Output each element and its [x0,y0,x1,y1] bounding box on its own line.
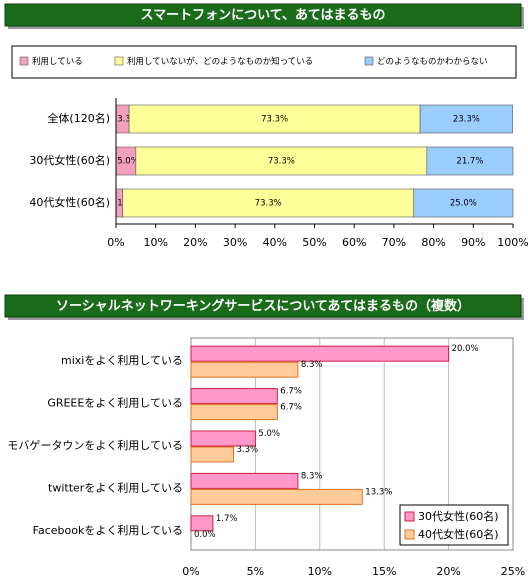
value-label: 73.3% [268,157,295,167]
x-tick-label: 90% [461,236,485,249]
x-tick-label: 10% [308,565,332,578]
x-tick-label: 0% [182,565,199,578]
x-tick-label: 40% [263,236,287,249]
legend-label: 利用していないが、どのようなものか知っている [127,56,313,67]
x-tick-label: 5% [247,565,264,578]
bar-segment [122,188,415,218]
legend-swatch [19,56,29,66]
value-label: 8.3% [301,360,323,370]
y-tick-label: 40代女性(60名) [29,195,110,209]
value-label: 0.0% [194,530,216,540]
x-tick-label: 80% [421,236,445,249]
value-label: 20.0% [452,344,479,354]
x-tick-label: 30% [223,236,247,249]
legend-label: 利用している [32,56,83,67]
legend-label: 40代女性(60名) [418,527,499,541]
value-label: 3.3% [117,115,139,125]
legend-box [399,504,509,546]
value-label: 6.7% [280,387,302,397]
banner [4,294,522,318]
legend-swatch [404,529,415,540]
x-tick-label: 60% [342,236,366,249]
x-tick-label: 20% [183,236,207,249]
legend-swatch [114,56,124,66]
y-tick-label: 30代女性(60名) [29,153,110,167]
x-tick-label: 100% [497,236,528,249]
bar-segment [135,146,428,176]
y-tick-label: Facebookをよく利用している [33,524,183,537]
bar-segment [128,104,421,134]
bar [190,515,214,532]
bar [190,446,235,463]
x-tick-label: 15% [372,565,396,578]
legend-swatch [364,56,374,66]
bar-segment [419,104,513,134]
y-tick-label: twitterをよく利用している [48,481,183,494]
bar [190,345,450,362]
value-label: 5.0% [258,429,280,439]
x-tick-label: 50% [302,236,326,249]
bar [190,404,278,421]
bar [190,388,278,405]
chart-title: ソーシャルネットワーキングサービスについてあてはまるもの（複数） [56,298,470,314]
value-label: 3.3% [237,445,259,455]
x-tick-label: 10% [143,236,167,249]
y-tick-label: mixiをよく利用している [61,354,183,367]
x-tick-label: 25% [501,565,525,578]
bar [190,472,299,489]
value-label: 5.0% [117,157,139,167]
value-label: 23.3% [453,115,480,125]
value-label: 13.3% [365,487,392,497]
bar [190,430,256,447]
value-label: 6.7% [280,403,302,413]
value-label: 1.7% [216,514,238,524]
bar-segment [426,146,514,176]
value-label: 73.3% [261,115,288,125]
value-label: 21.7% [456,157,483,167]
legend-label: 30代女性(60名) [418,509,499,523]
value-label: 8.3% [301,471,323,481]
bar [190,361,299,378]
x-tick-label: 0% [107,236,124,249]
legend-box [11,45,517,79]
value-label: 25.0% [450,199,477,209]
y-tick-label: GREEEをよく利用している [47,397,183,410]
bar-segment [413,188,514,218]
y-tick-label: モバゲータウンをよく利用している [7,439,183,452]
x-tick-label: 20% [436,565,460,578]
bar [190,488,363,505]
value-label: 73.3% [255,199,282,209]
x-tick-label: 70% [382,236,406,249]
y-tick-label: 全体(120名) [47,111,110,125]
chart-title: スマートフォンについて、あてはまるもの [140,8,385,23]
legend-swatch [404,511,415,522]
banner [4,3,522,27]
legend-label: どのようなものかわからない [377,57,488,67]
